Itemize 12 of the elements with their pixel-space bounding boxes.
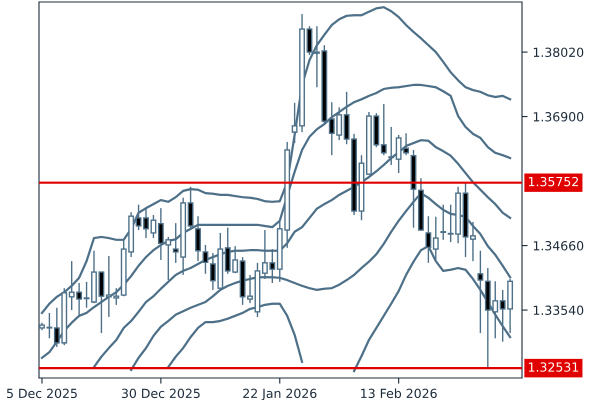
y-tick-label: 1.34660: [534, 241, 584, 250]
x-tick-label: 30 Dec 2025: [122, 388, 200, 398]
y-tick-label: 1.36900: [534, 112, 584, 122]
y-tick-label: 1.33540: [534, 306, 584, 315]
ref-line-label: 1.32531: [528, 362, 578, 372]
x-tick-label: 22 Jan 2026: [243, 388, 316, 400]
x-tick-label: 13 Feb 2026: [361, 388, 437, 398]
y-tick-label: 1.38020: [534, 48, 584, 58]
x-tick-label: 5 Dec 2025: [6, 388, 77, 398]
ref-line-label: 1.35752: [528, 176, 578, 186]
candlestick: [440, 204, 446, 240]
candlestick: [492, 280, 498, 339]
